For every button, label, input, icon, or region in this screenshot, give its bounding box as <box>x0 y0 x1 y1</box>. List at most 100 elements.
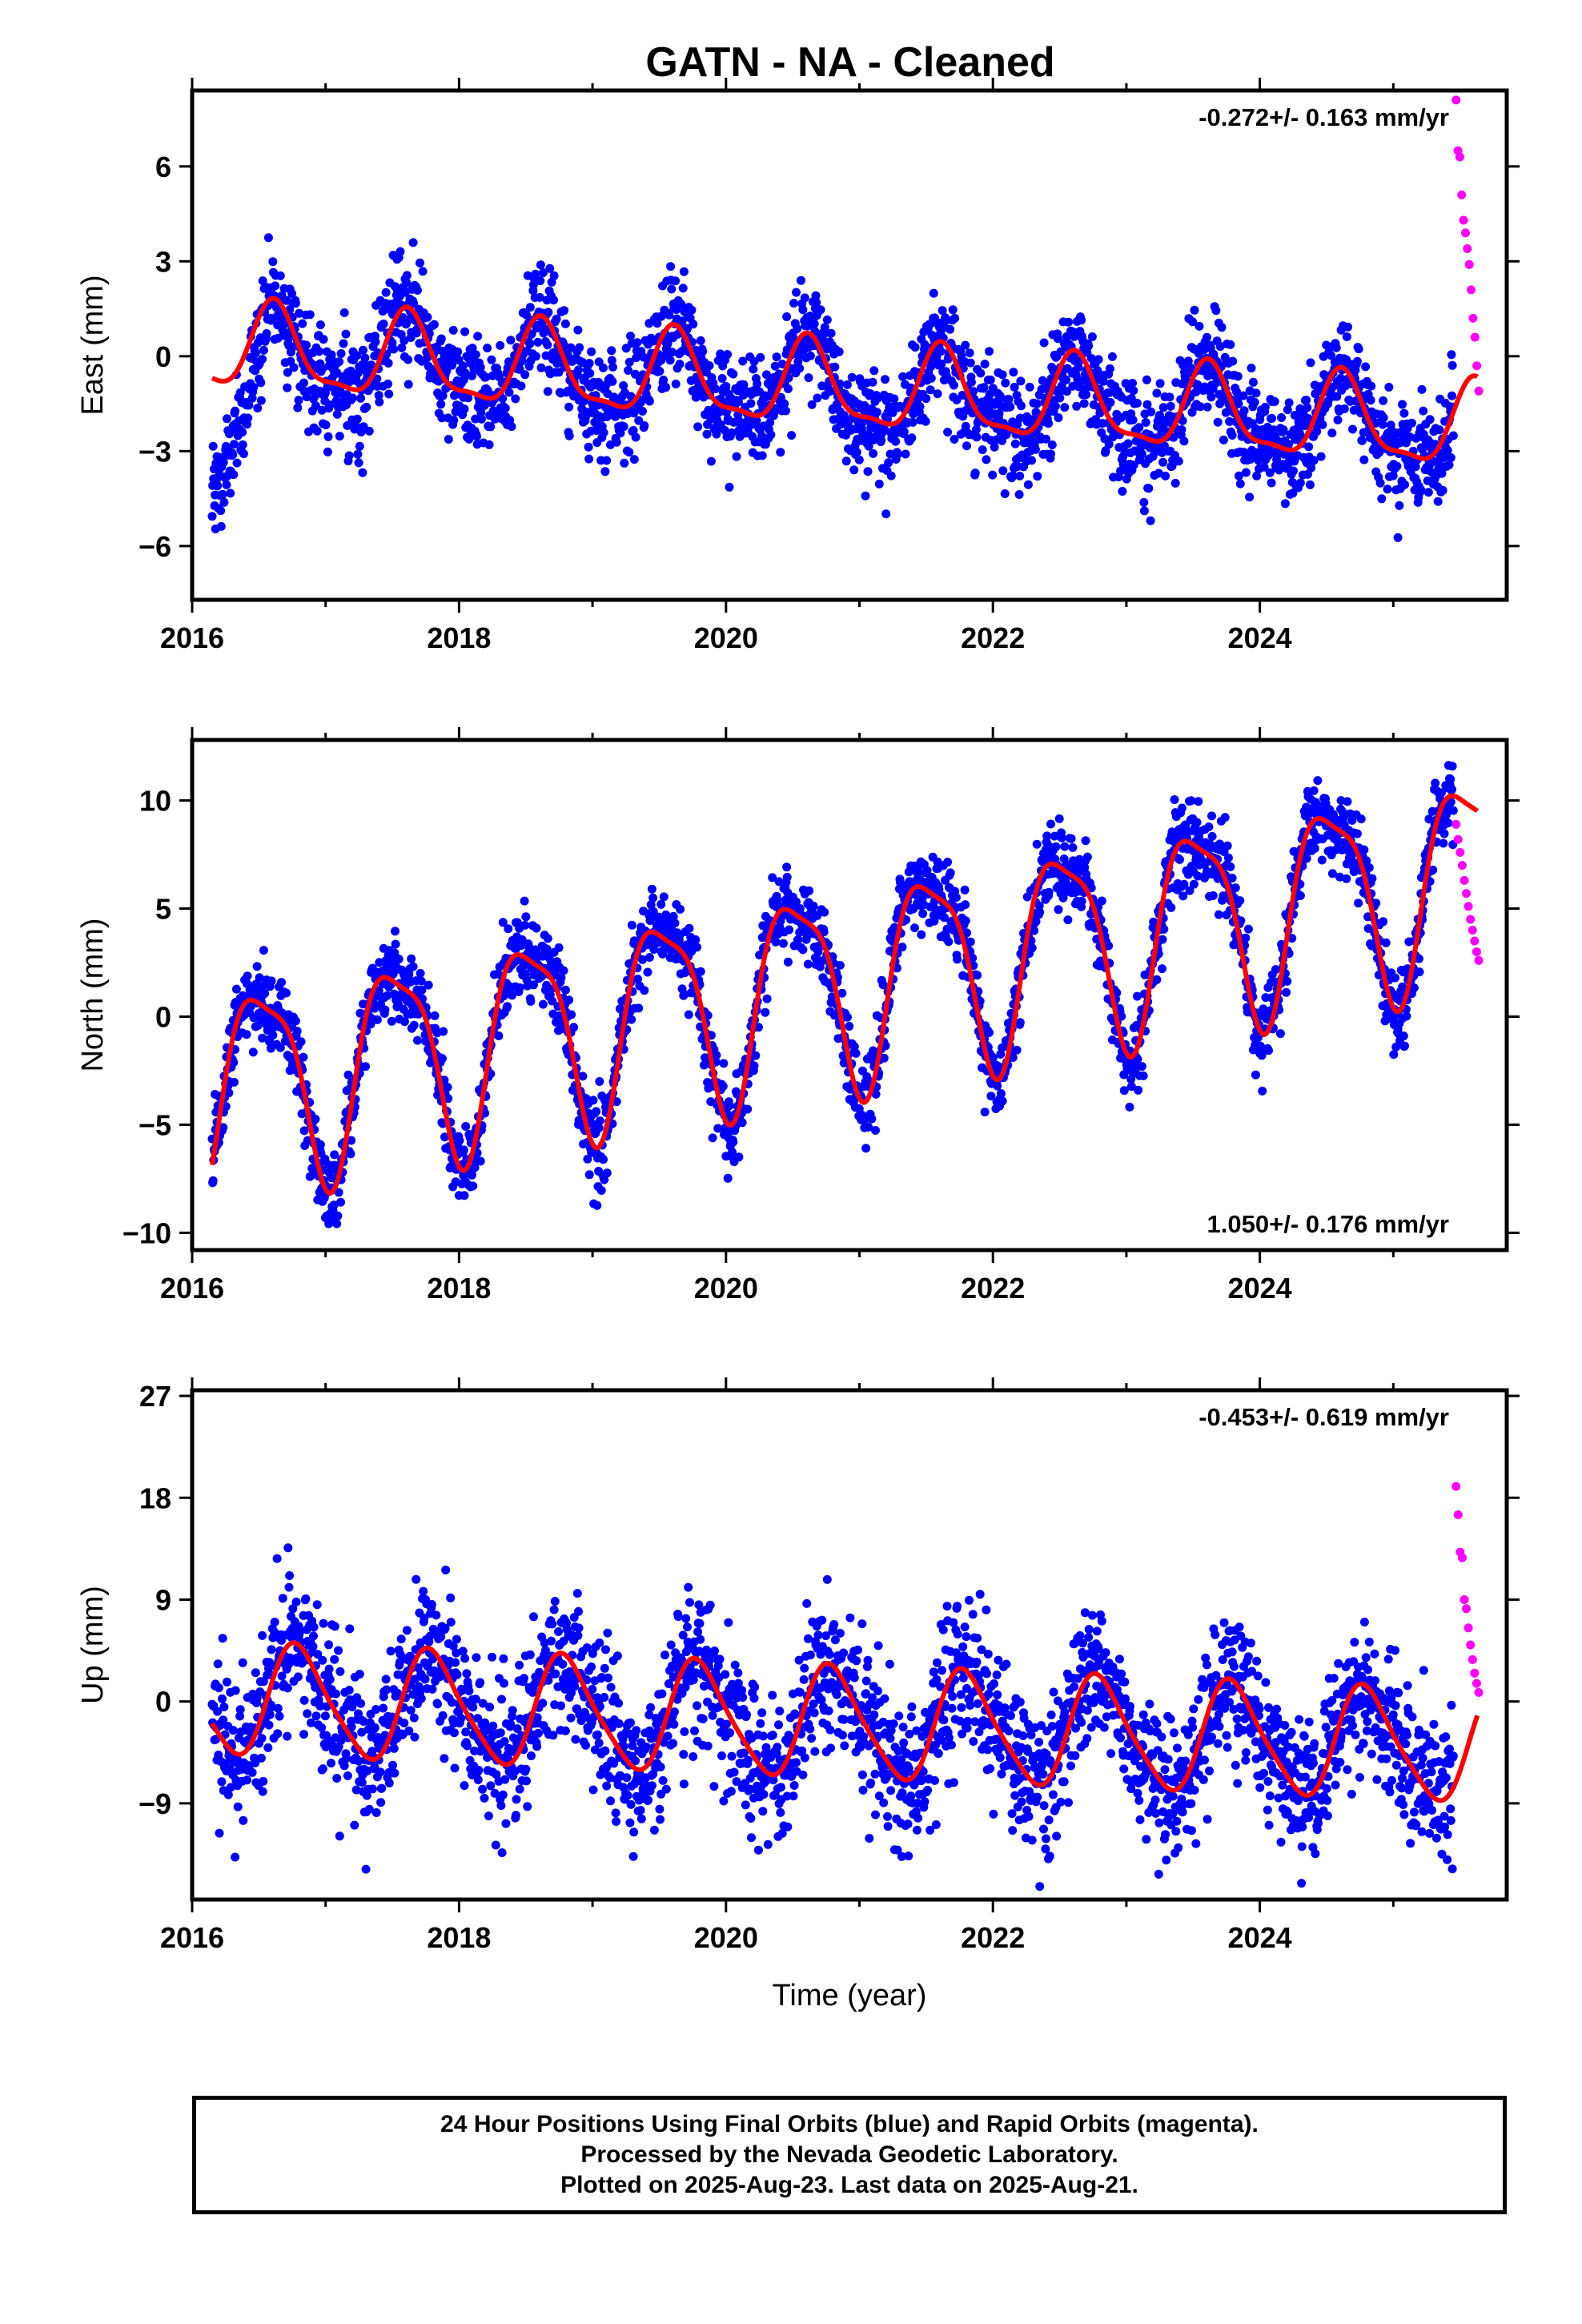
final-orbit-point <box>644 953 654 962</box>
final-orbit-point <box>980 360 990 369</box>
final-orbit-point <box>453 347 463 356</box>
final-orbit-point <box>1280 499 1290 509</box>
final-orbit-point <box>384 389 394 399</box>
final-orbit-point <box>729 369 738 379</box>
final-orbit-point <box>455 1136 464 1145</box>
final-orbit-point <box>1165 392 1174 402</box>
final-orbit-point <box>506 336 516 345</box>
final-orbit-point <box>1309 786 1319 795</box>
final-orbit-point <box>994 408 1004 418</box>
final-orbit-point <box>1123 439 1133 448</box>
final-orbit-point <box>1305 480 1315 489</box>
final-orbit-point <box>1304 442 1314 452</box>
final-orbit-point <box>1444 460 1454 469</box>
final-orbit-point <box>881 375 889 384</box>
final-orbit-point <box>655 367 665 376</box>
final-orbit-point <box>1245 493 1255 502</box>
final-orbit-point <box>1395 501 1404 510</box>
final-orbit-point <box>408 238 418 247</box>
final-orbit-point <box>296 1037 306 1047</box>
final-orbit-point <box>771 937 781 947</box>
final-orbit-point <box>772 352 781 362</box>
final-orbit-point <box>936 347 946 356</box>
final-orbit-point <box>520 920 530 930</box>
final-orbit-point <box>302 392 311 402</box>
final-orbit-point <box>409 299 419 308</box>
final-orbit-point <box>1128 416 1138 424</box>
final-orbit-point <box>335 357 344 367</box>
final-orbit-point <box>231 984 241 994</box>
final-orbit-point <box>1158 964 1166 974</box>
final-orbit-point <box>1223 853 1233 862</box>
final-orbit-point <box>213 481 223 491</box>
final-orbit-point <box>624 366 633 375</box>
final-orbit-point <box>391 927 400 936</box>
final-orbit-point <box>995 392 1005 400</box>
final-orbit-point <box>401 287 411 297</box>
final-orbit-point <box>712 1051 721 1060</box>
final-orbit-point <box>1042 434 1050 444</box>
final-orbit-point <box>305 310 315 320</box>
final-orbit-point <box>354 458 363 468</box>
final-orbit-point <box>1217 323 1227 332</box>
final-orbit-point <box>588 1096 598 1105</box>
final-orbit-point <box>685 923 694 933</box>
final-orbit-point <box>381 287 391 297</box>
final-orbit-point <box>238 440 247 449</box>
final-orbit-point <box>706 456 716 466</box>
final-orbit-point <box>262 329 271 338</box>
final-orbit-point <box>1192 818 1202 827</box>
final-orbit-point <box>449 416 459 425</box>
final-orbit-point <box>560 319 570 328</box>
final-orbit-point <box>1417 384 1427 394</box>
final-orbit-point <box>933 389 942 399</box>
final-orbit-point <box>1060 403 1070 412</box>
final-orbit-point <box>584 1170 594 1180</box>
final-orbit-point <box>536 363 546 372</box>
final-orbit-point <box>998 466 1008 476</box>
final-orbit-point <box>471 350 480 360</box>
final-orbit-point <box>413 286 422 295</box>
final-orbit-point <box>871 1126 880 1135</box>
final-orbit-point <box>652 319 662 328</box>
final-orbit-point <box>1423 488 1433 497</box>
final-orbit-point <box>1141 418 1150 427</box>
final-orbit-point <box>698 347 708 356</box>
rapid-orbit-point <box>1474 386 1484 396</box>
final-orbit-point <box>620 458 629 468</box>
final-orbit-point <box>1302 396 1311 405</box>
final-orbit-point <box>640 421 649 430</box>
final-orbit-point <box>1154 468 1163 478</box>
final-orbit-point <box>785 925 794 935</box>
final-orbit-point <box>1178 416 1187 425</box>
final-orbit-point <box>1063 915 1073 925</box>
final-orbit-point <box>929 288 938 298</box>
final-orbit-point <box>1425 415 1435 424</box>
final-orbit-point <box>1062 375 1071 384</box>
final-orbit-point <box>746 399 756 408</box>
final-orbit-point <box>881 509 891 519</box>
final-orbit-point <box>343 1070 353 1080</box>
final-orbit-point <box>321 420 331 430</box>
y-axis-label: East (mm) <box>76 275 110 415</box>
final-orbit-point <box>1234 399 1243 408</box>
final-orbit-point <box>809 901 818 911</box>
final-orbit-point <box>259 345 268 355</box>
final-orbit-point <box>584 359 594 368</box>
final-orbit-point <box>595 1116 604 1126</box>
final-orbit-point <box>776 448 785 457</box>
plot-frame <box>190 88 1509 602</box>
final-orbit-point <box>1004 395 1014 404</box>
final-orbit-point <box>397 343 407 352</box>
final-orbit-point <box>1339 404 1349 413</box>
final-orbit-point <box>1118 487 1127 496</box>
final-orbit-point <box>1158 403 1168 412</box>
final-orbit-point <box>1053 334 1062 344</box>
final-orbit-point <box>1228 356 1238 366</box>
final-orbit-point <box>1158 457 1168 467</box>
final-orbit-point <box>1309 456 1319 465</box>
final-orbit-point <box>1128 379 1137 388</box>
final-orbit-point <box>961 421 970 431</box>
final-orbit-point <box>607 346 616 356</box>
final-orbit-point <box>869 366 879 376</box>
